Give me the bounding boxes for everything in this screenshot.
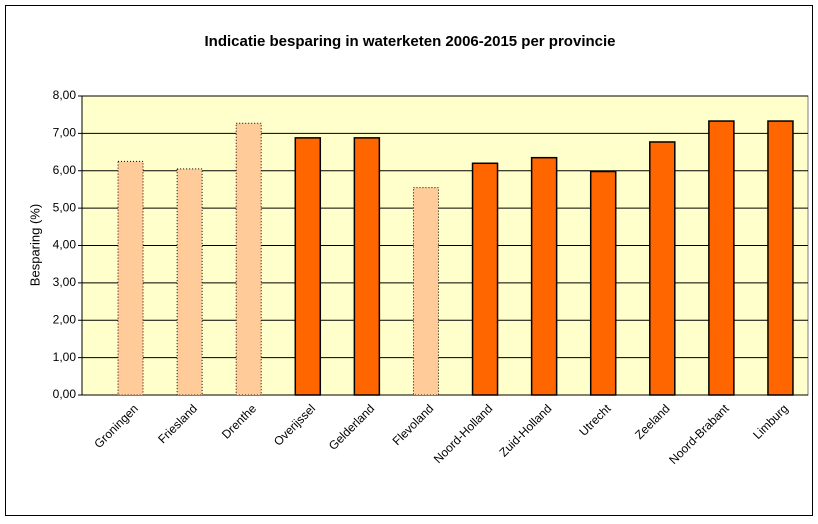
bar <box>412 187 439 396</box>
y-tick-label: 2,00 <box>53 312 77 326</box>
bar <box>353 137 381 396</box>
y-tick-label: 6,00 <box>53 163 77 177</box>
y-axis-label: Besparing (%) <box>27 204 42 286</box>
y-tick-label: 7,00 <box>53 126 77 140</box>
bar <box>176 168 203 396</box>
bar <box>117 160 144 396</box>
bar <box>767 120 794 396</box>
y-tick-label: 8,00 <box>53 88 77 102</box>
bar <box>294 137 322 396</box>
y-tick-label: 3,00 <box>53 275 77 289</box>
y-tick-label: 0,00 <box>53 387 77 401</box>
bar <box>708 120 735 396</box>
bar <box>649 141 676 396</box>
bar <box>471 162 499 396</box>
bar <box>235 122 262 396</box>
y-tick-label: 4,00 <box>53 238 77 252</box>
chart-title: Indicatie besparing in waterketen 2006-2… <box>205 33 616 50</box>
bar <box>589 170 617 396</box>
y-tick-label: 1,00 <box>53 350 77 364</box>
bar <box>530 156 558 396</box>
y-tick-label: 5,00 <box>53 200 77 214</box>
